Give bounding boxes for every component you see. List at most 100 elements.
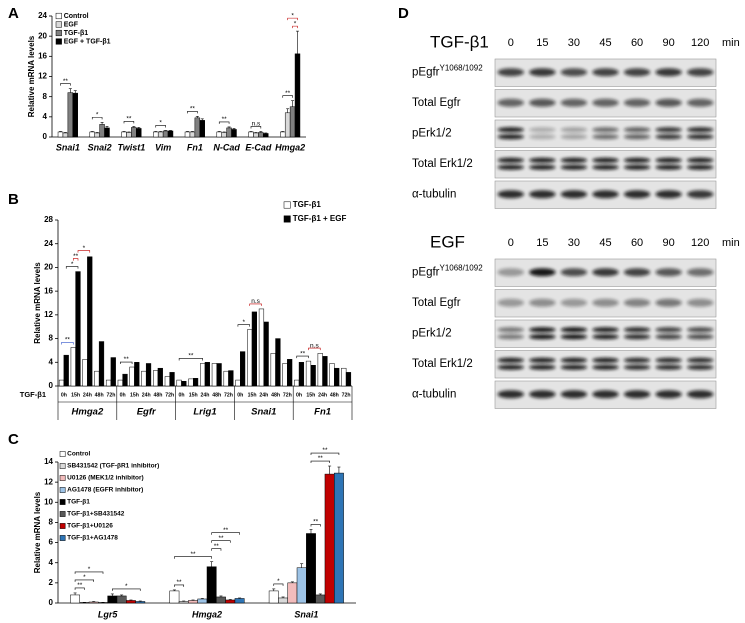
bar bbox=[298, 362, 305, 387]
error-bar bbox=[110, 593, 114, 596]
blot-band bbox=[686, 390, 714, 399]
significance-label: n.s bbox=[251, 298, 260, 305]
y-tick-label: 12 bbox=[38, 72, 47, 81]
bar bbox=[116, 595, 127, 604]
legend-swatch bbox=[55, 12, 62, 20]
y-tick-label: 0 bbox=[49, 598, 54, 607]
blot-band bbox=[686, 98, 714, 107]
blot-band bbox=[592, 134, 619, 140]
y-tick-label: 0 bbox=[49, 381, 54, 390]
group-label: Egfr bbox=[137, 407, 157, 418]
legend-swatch bbox=[55, 21, 62, 28]
lane-label: 15 bbox=[536, 237, 548, 249]
lane-label: 120 bbox=[691, 37, 709, 49]
significance-label: ** bbox=[77, 582, 83, 589]
blot-band bbox=[655, 390, 682, 399]
error-bar bbox=[291, 100, 295, 107]
x-tick-label: Fn1 bbox=[187, 142, 203, 152]
bar bbox=[126, 600, 136, 604]
legend-swatch bbox=[59, 523, 66, 529]
blot-band bbox=[592, 127, 619, 133]
blot-band bbox=[592, 157, 619, 163]
lane-label: 45 bbox=[599, 237, 611, 249]
bar bbox=[305, 360, 312, 387]
bar bbox=[282, 363, 288, 387]
bar bbox=[89, 131, 95, 138]
bar bbox=[317, 353, 323, 387]
blot-band bbox=[592, 357, 619, 363]
bar bbox=[296, 567, 307, 604]
bar bbox=[221, 132, 227, 138]
bar bbox=[204, 362, 210, 387]
bar bbox=[334, 472, 344, 604]
x-tick-label: 0h bbox=[237, 392, 243, 398]
y-tick-label: 24 bbox=[38, 11, 47, 20]
bar bbox=[341, 367, 347, 387]
bar bbox=[134, 362, 140, 387]
significance-label: ** bbox=[63, 78, 69, 85]
row-label: Total Erk1/2 bbox=[412, 358, 473, 370]
significance-bracket bbox=[282, 95, 293, 98]
blot-band bbox=[623, 268, 651, 277]
x-tick-label: 48h bbox=[153, 392, 162, 398]
legend-label: TGF-β1 bbox=[67, 499, 90, 506]
blot-band bbox=[686, 164, 714, 170]
bar bbox=[94, 132, 100, 138]
significance-label: * bbox=[243, 319, 246, 326]
blot-band bbox=[592, 164, 619, 170]
blot-band bbox=[686, 298, 714, 307]
blot-band bbox=[497, 157, 525, 163]
bar bbox=[324, 473, 335, 604]
x-tick-label: 15h bbox=[189, 392, 198, 398]
bar bbox=[289, 106, 296, 138]
blot-band bbox=[623, 298, 651, 307]
bar bbox=[306, 533, 316, 604]
y-tick-label: 20 bbox=[38, 31, 47, 40]
bar bbox=[135, 601, 146, 604]
row-label: pEgfrY1068/1092 bbox=[412, 263, 483, 278]
bar bbox=[99, 124, 105, 138]
row-label-text: Total Egfr bbox=[412, 297, 461, 309]
x-tick-label: Snai1 bbox=[294, 609, 318, 619]
row-label-text: Total Egfr bbox=[412, 97, 461, 109]
significance-bracket bbox=[273, 583, 284, 586]
bar bbox=[176, 379, 182, 387]
error-bar bbox=[182, 600, 186, 602]
bar bbox=[206, 566, 217, 604]
blot-band bbox=[592, 268, 619, 277]
blot-band bbox=[529, 190, 556, 199]
bar bbox=[110, 357, 116, 387]
y-axis-label: Relative mRNA levels bbox=[33, 491, 42, 573]
legend-label: Control bbox=[67, 451, 90, 458]
error-bar bbox=[185, 131, 189, 132]
error-bar bbox=[290, 581, 294, 583]
blot-band bbox=[497, 334, 525, 340]
blot-band bbox=[592, 334, 619, 340]
significance-label: ** bbox=[124, 356, 130, 363]
blot-band bbox=[686, 68, 714, 77]
y-axis-label: Relative mRNA levels bbox=[27, 35, 36, 117]
y-axis-label: Relative mRNA levels bbox=[33, 262, 42, 344]
blot-band bbox=[623, 190, 651, 199]
significance-label: * bbox=[159, 120, 162, 127]
significance-bracket bbox=[250, 126, 262, 129]
bar bbox=[164, 376, 170, 387]
bar bbox=[88, 601, 99, 604]
y-tick-label: 10 bbox=[44, 497, 53, 506]
y-tick-label: 12 bbox=[44, 310, 53, 319]
row-label: α-tubulin bbox=[412, 388, 456, 400]
lane-label: 30 bbox=[568, 237, 580, 249]
error-bar bbox=[195, 116, 199, 118]
blot-band bbox=[623, 327, 651, 333]
y-tick-label: 8 bbox=[43, 92, 48, 101]
error-bar bbox=[58, 131, 62, 132]
blot-band bbox=[655, 164, 682, 170]
bar bbox=[329, 363, 335, 387]
error-bar bbox=[73, 592, 77, 595]
bar bbox=[322, 356, 328, 387]
row-label-text: pEgfr bbox=[412, 66, 440, 78]
blot-band bbox=[497, 190, 525, 199]
blot-band bbox=[655, 68, 682, 77]
y-tick-label: 16 bbox=[44, 286, 53, 295]
significance-bracket bbox=[218, 121, 230, 124]
